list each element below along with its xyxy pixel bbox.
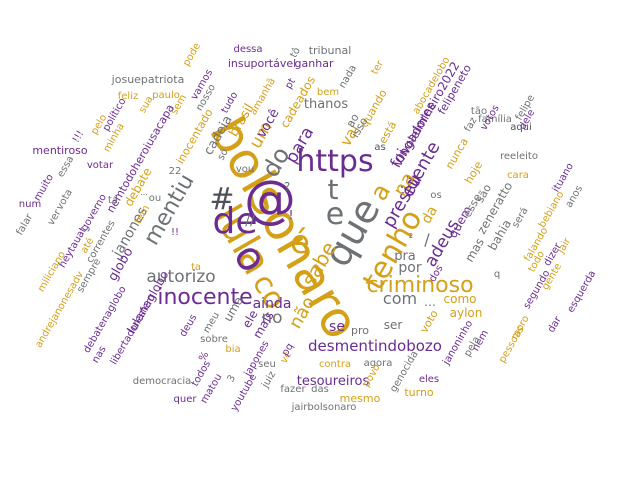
word-15: #	[209, 182, 235, 217]
word-177: ainda	[252, 296, 292, 312]
word-152: agora	[363, 358, 393, 369]
word-5: e	[325, 197, 345, 232]
word-12: criminoso	[366, 273, 474, 298]
word-164: esquerda	[565, 268, 598, 315]
word-113: vou	[235, 164, 255, 175]
word-67: nunca	[442, 135, 472, 171]
word-51: aylon	[449, 306, 483, 320]
word-18: desmentindobozo	[308, 336, 442, 355]
word-76: família	[478, 114, 512, 125]
word-150: jairbolsonaro	[291, 402, 357, 413]
word-109: ou	[148, 193, 162, 204]
word-88: josuepatriota	[111, 72, 185, 86]
word-98: bem	[316, 87, 340, 98]
word-52: como	[443, 292, 477, 306]
word-147: seu	[258, 359, 276, 370]
word-162: pessoas	[496, 324, 527, 365]
word-29: com	[382, 289, 418, 308]
word-142: democracia	[132, 376, 192, 387]
word-72: reeleito	[500, 151, 538, 162]
word-111: 22	[168, 166, 182, 177]
word-154: mesmo	[339, 391, 381, 405]
word-40: tesoureiros	[296, 373, 370, 389]
word-138: 3	[225, 373, 238, 385]
word-6: de	[212, 201, 258, 242]
word-172: bebiano	[536, 189, 567, 230]
word-60: hoje	[462, 158, 486, 186]
word-82: dessa	[233, 44, 263, 55]
word-34: se	[329, 319, 345, 335]
word-56: pro	[351, 323, 369, 337]
word-57: voto	[417, 307, 441, 335]
word-143: quer	[173, 394, 197, 405]
word-163: dar	[545, 314, 564, 335]
word-9: t	[327, 173, 339, 206]
word-157: eles	[418, 374, 440, 385]
word-13: inocente	[157, 285, 253, 310]
word-92: paulo	[152, 90, 180, 101]
word-114: ?	[283, 180, 291, 194]
word-178: /	[424, 230, 430, 249]
word-146: juiz	[260, 369, 279, 390]
word-181: !	[288, 208, 294, 222]
word-134: sobre	[200, 334, 228, 345]
word-85: nada	[336, 63, 359, 91]
word-2: https	[296, 144, 374, 179]
word-118: vota	[54, 187, 75, 213]
word-117: num	[18, 199, 42, 210]
word-101: mentiroso	[32, 143, 88, 157]
word-66: os	[430, 190, 442, 201]
word-103: !!!	[70, 128, 87, 145]
word-151: contra	[318, 359, 352, 370]
word-73: cara	[507, 170, 529, 181]
word-180: ...	[140, 188, 148, 197]
word-87: pode	[180, 41, 203, 69]
word-121: ver	[45, 207, 64, 228]
word-149: das	[311, 384, 329, 395]
word-120: falar	[14, 212, 35, 238]
word-132: meu	[201, 310, 222, 336]
word-93: sua	[137, 94, 156, 116]
word-133: ta	[190, 262, 202, 273]
word-19: autorizo	[146, 266, 216, 287]
word-83: insuportável	[227, 56, 297, 70]
word-182: …	[424, 295, 436, 309]
word-107: essa	[55, 154, 76, 180]
word-171: será	[510, 205, 531, 230]
word-131: deus	[177, 312, 200, 339]
word-71: aqui	[510, 122, 532, 133]
word-125: miliciano	[35, 249, 68, 294]
word-81: tribunal	[308, 43, 352, 57]
word-31: por	[398, 260, 422, 276]
word-155: turno	[404, 385, 434, 399]
word-115: !!	[170, 227, 180, 238]
word-84: ganhar	[294, 56, 334, 70]
word-106: votar	[86, 160, 114, 171]
word-80: ter	[369, 58, 386, 77]
word-46: mas	[462, 235, 488, 265]
word-50: ser	[383, 318, 403, 332]
word-23: no	[261, 307, 283, 328]
word-68: faz	[462, 115, 480, 134]
word-44: thanos	[303, 96, 349, 112]
word-173: anos	[563, 183, 586, 210]
word-70: tão	[470, 106, 488, 117]
word-65: as	[374, 142, 386, 153]
word-183: 2	[408, 231, 414, 240]
word-148: fazer	[280, 384, 306, 395]
at-symbol-word: @	[244, 170, 296, 230]
word-108: tá	[107, 195, 119, 206]
word-135: bia	[225, 344, 241, 355]
word-179: //	[245, 213, 255, 229]
word-91: feliz	[117, 91, 139, 102]
word-8: é	[290, 223, 310, 261]
word-184: -	[418, 277, 422, 288]
word-185: q	[493, 269, 501, 280]
word-32: pra	[394, 248, 416, 264]
